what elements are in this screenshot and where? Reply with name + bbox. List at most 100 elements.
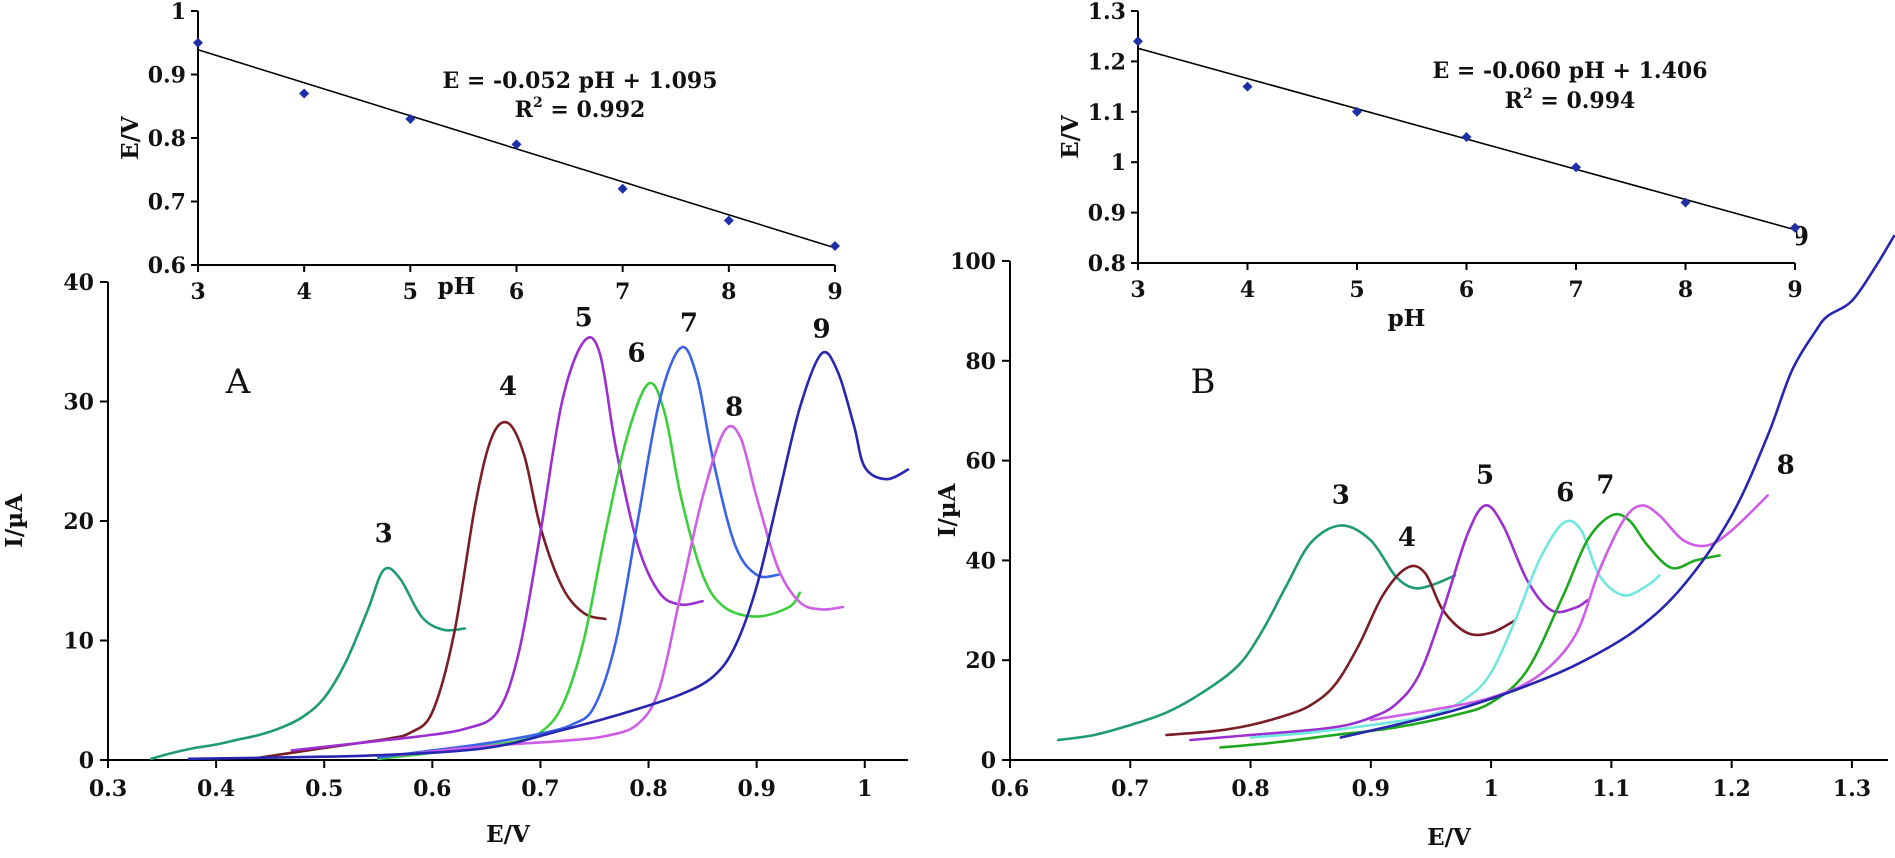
inset-y-axis-label: E/V (1057, 114, 1084, 159)
series-line-8 (1369, 494, 1769, 722)
y-axis-label: I/µA (934, 482, 961, 537)
inset-y-tick-label: 0.8 (148, 126, 186, 152)
y-tick-label: 40 (63, 270, 94, 296)
series-label-6: 6 (1556, 478, 1574, 508)
inset-x-tick-label: 7 (1568, 277, 1583, 303)
inset-x-tick-label: 7 (615, 279, 630, 305)
chart-panel-B: 0.6 0.7 0.8 0.9 1 1.1 1.2 1.3 0 20 40 60 80 100 E/V I/µ… (934, 0, 1895, 851)
series-line-9 (187, 350, 910, 761)
series-line-7 (377, 345, 780, 759)
y-tick-label: 80 (965, 349, 996, 375)
x-tick-label: 0.5 (305, 776, 343, 802)
series-label-7: 7 (680, 309, 698, 339)
inset-data-point (405, 113, 416, 124)
inset-data-point (1571, 162, 1581, 173)
r-squared-exponent: 2 (1523, 86, 1533, 102)
inset-x-tick-label: 8 (721, 279, 736, 305)
inset-y-tick-label: 1.3 (1088, 0, 1126, 25)
inset-y-tick-label: 1 (171, 0, 186, 25)
inset-x-tick-label: 8 (1678, 277, 1693, 303)
inset-y-tick-label: 0.6 (148, 253, 186, 279)
inset-y-tick-label: 1.1 (1088, 100, 1126, 126)
x-tick-label: 0.8 (629, 776, 667, 802)
inset-data-point (1461, 132, 1472, 142)
series-line-3 (149, 566, 467, 761)
inset-data-point (511, 139, 522, 150)
y-tick-label: 100 (950, 249, 996, 275)
inset-x-tick-label: 3 (190, 279, 205, 305)
panel-letter: B (1191, 362, 1216, 402)
inset-y-tick-label: 0.9 (148, 63, 186, 89)
r-squared-letter: R (515, 97, 534, 123)
y-tick-label: 10 (63, 629, 94, 655)
series-label-7: 7 (1596, 470, 1614, 500)
inset-x-tick-label: 9 (827, 279, 842, 305)
series-line-5 (1189, 504, 1589, 742)
series-line-5 (290, 336, 704, 752)
inset-x-tick-label: 9 (1787, 277, 1802, 303)
series-line-4 (258, 420, 607, 759)
inset-x-tick-label: 6 (509, 279, 524, 305)
inset-equation: E = -0.060 pH + 1.406 (1432, 58, 1707, 84)
inset-x-tick-label: 5 (403, 279, 418, 305)
y-tick-label: 60 (965, 449, 996, 475)
series-label-5: 5 (1476, 461, 1494, 491)
series-label-4: 4 (1398, 523, 1416, 553)
y-tick-label: 20 (965, 648, 996, 674)
y-axis-label: I/µA (1, 493, 28, 548)
x-tick-label: 0.9 (738, 776, 776, 802)
inset-y-tick-label: 0.7 (148, 190, 186, 216)
r-squared-exponent: 2 (533, 95, 543, 111)
inset-y-tick-label: 1.2 (1088, 49, 1126, 75)
inset-r-squared: R2 = 0.992 (515, 95, 646, 123)
x-tick-label: 0.9 (1352, 776, 1390, 802)
inset-y-tick-label: 0.9 (1088, 201, 1126, 227)
panel-letter: A (225, 362, 251, 402)
inset-data-point (1790, 222, 1800, 233)
series-line-4 (1165, 564, 1517, 737)
x-tick-label: 1.2 (1713, 776, 1751, 802)
inset-x-tick-label: 4 (297, 279, 312, 305)
inset-y-axis-label: E/V (117, 115, 144, 160)
series-line-3 (1056, 524, 1457, 742)
inset-x-tick-label: 5 (1349, 277, 1364, 303)
series-label-5: 5 (575, 303, 593, 333)
inset-x-tick-label: 4 (1240, 277, 1255, 303)
inset-data-point (1680, 197, 1691, 208)
x-tick-label: 0.6 (413, 776, 451, 802)
x-tick-label: 1.1 (1592, 776, 1630, 802)
inset-x-tick-label: 3 (1130, 277, 1145, 303)
series-label-3: 3 (1332, 480, 1350, 510)
inset-data-point (617, 183, 628, 194)
x-axis-label: E/V (1427, 824, 1472, 851)
inset-plot: 3 4 5 6 7 8 9 0.6 0.7 0.8 0.9 1 pH E/V E = -0.052 pH +… (117, 0, 843, 305)
series-label-6: 6 (627, 339, 645, 369)
x-tick-label: 0.3 (89, 776, 127, 802)
x-tick-label: 0.4 (197, 776, 235, 802)
inset-x-axis-label: pH (1388, 305, 1426, 332)
inset-y-tick-label: 1 (1111, 150, 1126, 176)
series-label-4: 4 (499, 372, 517, 402)
y-tick-label: 0 (79, 748, 94, 774)
series-line-6 (377, 381, 802, 761)
chart-panel-A: 0.3 0.4 0.5 0.6 0.7 0.8 0.9 1010203040E/VI/µAA3… (1, 0, 910, 848)
series-line-6 (1249, 519, 1661, 739)
inset-data-point (1242, 81, 1253, 92)
series-label-3: 3 (375, 519, 393, 549)
y-tick-label: 0 (981, 748, 996, 774)
x-tick-label: 0.6 (991, 776, 1029, 802)
inset-r-squared: R2 = 0.994 (1505, 86, 1636, 114)
series-line-8 (398, 424, 845, 757)
inset-x-tick-label: 6 (1459, 277, 1474, 303)
inset-data-point (193, 37, 203, 48)
inset-data-point (830, 240, 840, 251)
inset-data-point (1352, 106, 1362, 117)
y-tick-label: 20 (63, 509, 94, 535)
y-tick-label: 40 (965, 548, 996, 574)
series-label-8: 8 (1777, 451, 1795, 481)
inset-plot: 3 4 5 6 7 8 9 0.8 0.9 1 1.1 1.2 1.3 pH E/V E = -0.060 p… (1057, 0, 1803, 332)
r-squared-letter: R (1505, 88, 1524, 114)
series-label-9: 9 (812, 315, 830, 345)
inset-equation: E = -0.052 pH + 1.095 (442, 68, 717, 94)
